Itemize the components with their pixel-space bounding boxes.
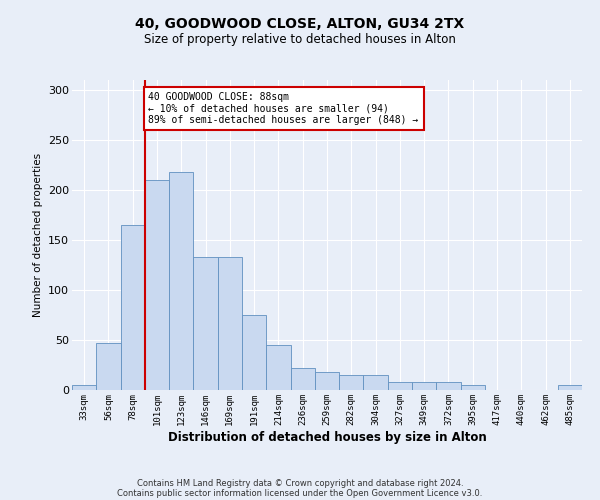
Bar — [242, 315, 266, 390]
Bar — [193, 257, 218, 390]
X-axis label: Distribution of detached houses by size in Alton: Distribution of detached houses by size … — [167, 430, 487, 444]
Text: Size of property relative to detached houses in Alton: Size of property relative to detached ho… — [144, 32, 456, 46]
Bar — [461, 385, 485, 390]
Bar — [145, 180, 169, 390]
Bar — [412, 382, 436, 390]
Bar — [96, 343, 121, 390]
Bar — [436, 382, 461, 390]
Bar — [121, 225, 145, 390]
Bar — [315, 372, 339, 390]
Bar — [388, 382, 412, 390]
Bar — [364, 375, 388, 390]
Bar — [72, 385, 96, 390]
Text: Contains public sector information licensed under the Open Government Licence v3: Contains public sector information licen… — [118, 488, 482, 498]
Bar — [218, 257, 242, 390]
Y-axis label: Number of detached properties: Number of detached properties — [32, 153, 43, 317]
Text: 40, GOODWOOD CLOSE, ALTON, GU34 2TX: 40, GOODWOOD CLOSE, ALTON, GU34 2TX — [136, 18, 464, 32]
Bar — [339, 375, 364, 390]
Bar — [290, 368, 315, 390]
Bar — [266, 345, 290, 390]
Text: 40 GOODWOOD CLOSE: 88sqm
← 10% of detached houses are smaller (94)
89% of semi-d: 40 GOODWOOD CLOSE: 88sqm ← 10% of detach… — [149, 92, 419, 125]
Bar — [169, 172, 193, 390]
Text: Contains HM Land Registry data © Crown copyright and database right 2024.: Contains HM Land Registry data © Crown c… — [137, 478, 463, 488]
Bar — [558, 385, 582, 390]
